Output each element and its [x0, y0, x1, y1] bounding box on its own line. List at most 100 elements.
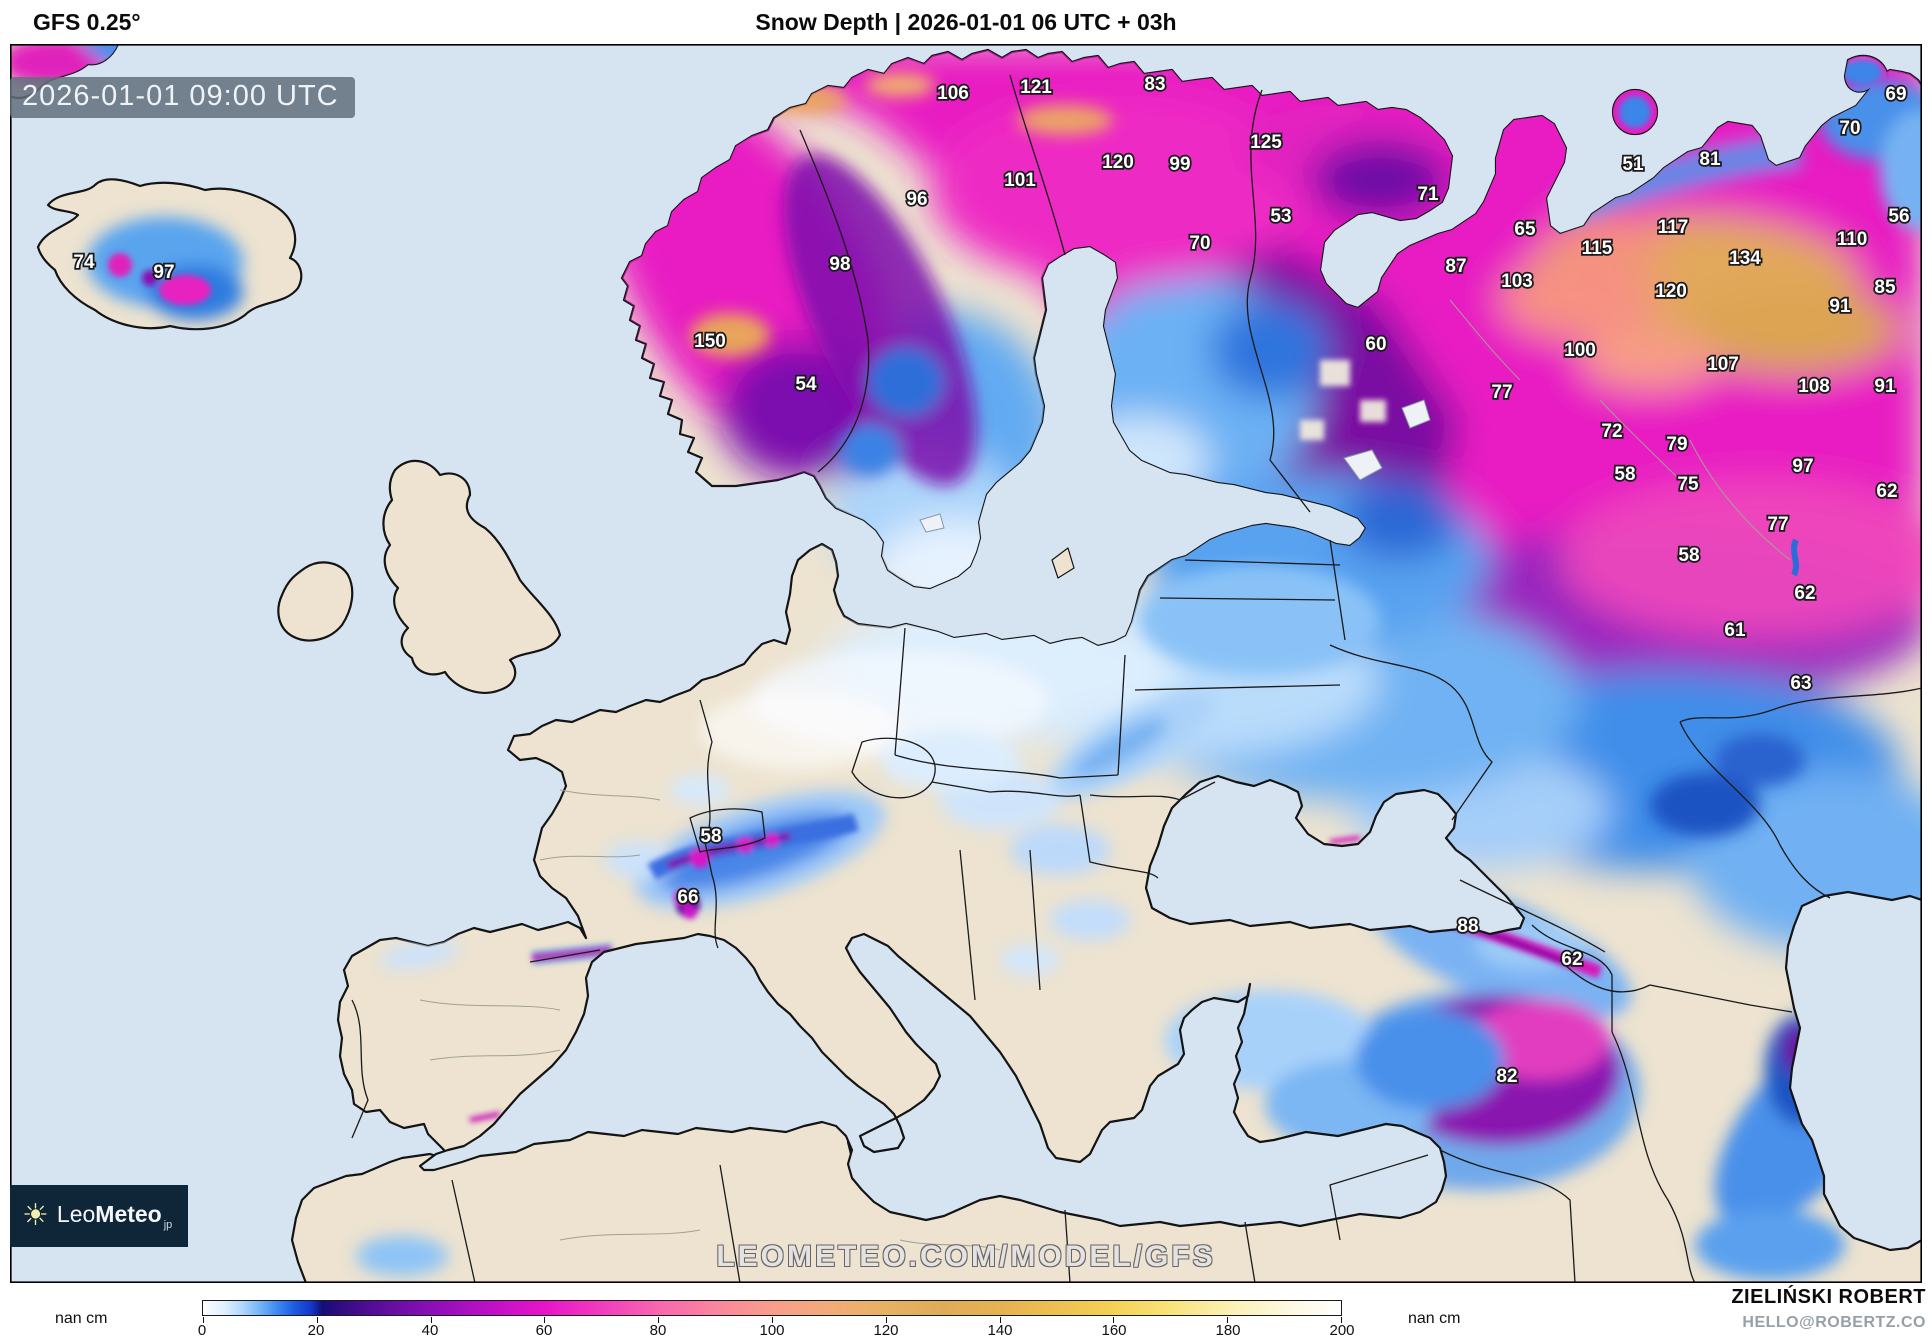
map-value-label: 69 — [1885, 84, 1906, 105]
map-value-label: 66 — [677, 887, 698, 908]
map-value-label: 97 — [1792, 456, 1813, 477]
map-value-label: 125 — [1250, 132, 1282, 153]
model-label: GFS 0.25° — [33, 9, 141, 35]
colorbar-tick-label: 200 — [1329, 1322, 1355, 1339]
logo-text: LeoMeteo jp — [56, 1201, 173, 1231]
colorbar-tick — [772, 1317, 773, 1323]
map-value-label: 51 — [1622, 154, 1644, 175]
colorbar-tick — [1113, 1317, 1115, 1323]
watermark: LEOMETEO.COM/MODEL/GFS — [716, 1240, 1216, 1273]
map-value-label: 101 — [1004, 170, 1036, 191]
colorbar-tick-label: 100 — [759, 1322, 785, 1339]
colorbar-tick — [999, 1317, 1001, 1323]
colorbar — [202, 1300, 1342, 1323]
map-value-label: 91 — [1874, 376, 1896, 397]
map-value-label: 115 — [1582, 238, 1613, 259]
map-value-label: 98 — [829, 254, 850, 275]
map-value-label: 60 — [1365, 334, 1386, 355]
credits-block: ZIELIŃSKI ROBERT HELLO@ROBERTZ.CO — [1731, 1286, 1926, 1332]
map-value-label: 61 — [1724, 620, 1746, 641]
black-sea — [1144, 774, 1526, 936]
colorbar-tick — [316, 1317, 318, 1323]
map-value-label: 110 — [1837, 229, 1868, 250]
legend-unit-left: nan cm — [55, 1310, 108, 1327]
map-value-label: 58 — [1678, 545, 1699, 566]
caspian-sea — [1784, 890, 1922, 1252]
map-value-label: 150 — [694, 331, 726, 352]
map-value-label: 54 — [795, 374, 817, 395]
sun-icon: ☀ — [22, 1199, 49, 1232]
reservoir — [1791, 538, 1799, 577]
map-value-label: 88 — [1457, 916, 1478, 937]
map-value-label: 62 — [1876, 481, 1897, 502]
colorbar-tick-label: 80 — [649, 1322, 667, 1339]
colorbar-tick — [1227, 1317, 1229, 1323]
colorbar-tick — [203, 1317, 204, 1323]
map-value-label: 91 — [1829, 296, 1851, 317]
map-value-label: 65 — [1514, 219, 1536, 240]
lakes-layer — [919, 399, 1431, 533]
map-value-label: 121 — [1020, 77, 1052, 98]
colorbar-tick-labels: 0 20 40 60 80 100 120 140 160 180 200 — [198, 1322, 1355, 1339]
map-value-label: 58 — [1614, 464, 1635, 485]
colorbar-tick — [544, 1317, 546, 1323]
map-value-label: 56 — [1888, 206, 1909, 227]
admin-borders — [419, 299, 1791, 1251]
map-value-label: 72 — [1601, 421, 1622, 442]
map-value-label: 81 — [1699, 149, 1721, 170]
colorbar-tick-label: 140 — [987, 1322, 1013, 1339]
colorbar-tick-label: 0 — [197, 1322, 207, 1339]
timestamp-badge: 2026-01-01 09:00 UTC — [10, 77, 355, 118]
header-bar: GFS 0.25° Snow Depth | 2026-01-01 06 UTC… — [0, 0, 1932, 44]
map-value-label: 58 — [700, 826, 721, 847]
map-value-label: 53 — [1270, 206, 1291, 227]
map-value-label: 100 — [1564, 340, 1596, 361]
map-value-label: 82 — [1496, 1066, 1517, 1087]
leometeo-logo: ☀ LeoMeteo jp — [10, 1185, 188, 1247]
map-value-label: 83 — [1144, 74, 1165, 95]
colorbar-tick — [430, 1317, 432, 1323]
map-value-label: 99 — [1169, 154, 1190, 175]
map-value-label: 134 — [1729, 248, 1761, 269]
map-value-label: 107 — [1707, 354, 1739, 375]
colorbar-tick-label: 120 — [873, 1322, 899, 1339]
colorbar-tick-label: 20 — [307, 1322, 325, 1339]
colorbar-tick-label: 60 — [535, 1322, 553, 1339]
map-value-label: 70 — [1839, 118, 1860, 139]
map-value-label: 79 — [1666, 434, 1687, 455]
colorbar-tick — [658, 1317, 660, 1323]
map-value-label: 97 — [153, 262, 174, 283]
map-value-label: 106 — [937, 83, 969, 104]
map-value-label: 85 — [1874, 277, 1896, 298]
map-value-label: 62 — [1794, 583, 1815, 604]
value-labels-layer: 74 97 106 121 83 120 99 125 101 96 71 53 70 65 98 150 54… — [72, 72, 1912, 1089]
map-value-label: 71 — [1417, 184, 1439, 205]
country-borders — [351, 74, 1922, 1283]
map-value-label: 120 — [1655, 281, 1687, 302]
snow-depth-map: 74 97 106 121 83 120 99 125 101 96 71 53 70 65 98 150 54… — [10, 44, 1922, 1283]
colorbar-tick-label: 40 — [421, 1322, 439, 1339]
map-value-label: 96 — [906, 189, 927, 210]
map-value-label: 70 — [1189, 233, 1210, 254]
colorbar-tick — [885, 1317, 887, 1323]
author-name: ZIELIŃSKI ROBERT — [1731, 1286, 1926, 1308]
map-canvas: 74 97 106 121 83 120 99 125 101 96 71 53 70 65 98 150 54… — [10, 44, 1922, 1283]
map-value-label: 77 — [1767, 514, 1788, 535]
mediterranean-sea — [418, 932, 1448, 1228]
sea-overlays — [418, 774, 1922, 1252]
map-value-label: 77 — [1491, 382, 1512, 403]
map-value-label: 74 — [73, 252, 95, 273]
map-value-label: 62 — [1561, 949, 1582, 970]
page-title: Snow Depth | 2026-01-01 06 UTC + 03h — [755, 9, 1177, 35]
map-value-label: 108 — [1798, 376, 1830, 397]
map-value-label: 120 — [1102, 152, 1134, 173]
colorbar-tick-label: 180 — [1215, 1322, 1241, 1339]
legend-unit-right: nan cm — [1408, 1310, 1461, 1327]
colorbar-tick — [1341, 1317, 1342, 1323]
map-value-label: 75 — [1677, 474, 1699, 495]
colorbar-tick-label: 160 — [1101, 1322, 1127, 1339]
map-value-label: 87 — [1445, 256, 1466, 277]
author-contact: HELLO@ROBERTZ.CO — [1742, 1314, 1926, 1331]
map-value-label: 117 — [1658, 217, 1689, 238]
map-value-label: 103 — [1501, 271, 1533, 292]
